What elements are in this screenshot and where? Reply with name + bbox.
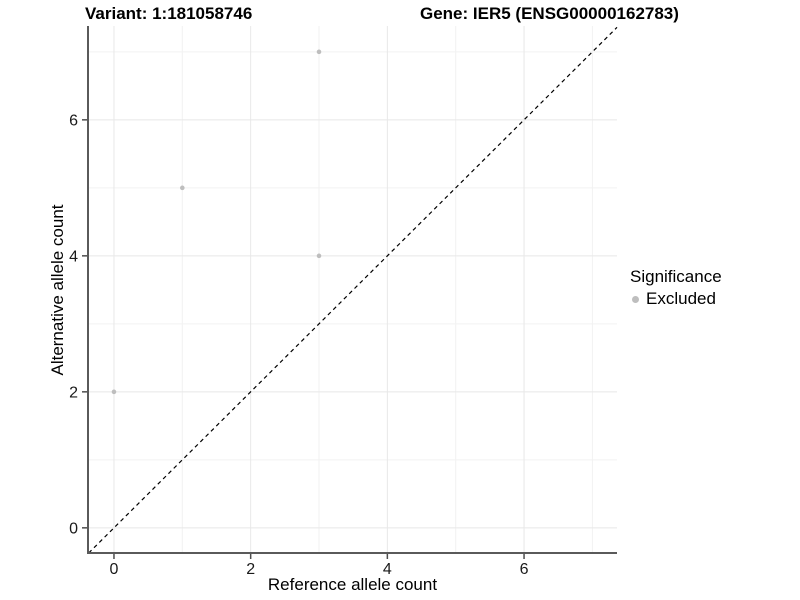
identity-reference-line <box>88 26 618 554</box>
data-point <box>316 49 322 55</box>
x-axis-title: Reference allele count <box>267 575 438 594</box>
data-point <box>180 185 185 191</box>
data-point <box>316 253 322 259</box>
variant-title: Variant: 1:181058746 <box>85 4 253 23</box>
data-point <box>111 389 117 395</box>
legend: Significance Excluded <box>630 267 722 309</box>
y-tick-label: 6 <box>69 112 78 129</box>
x-tick-label: 2 <box>246 561 255 578</box>
x-tick-label: 6 <box>520 561 529 578</box>
y-tick-label: 4 <box>69 248 78 265</box>
y-tick-label: 0 <box>69 520 78 537</box>
legend-title: Significance <box>630 267 722 286</box>
x-tick-label: 0 <box>110 561 119 578</box>
y-axis-title: Alternative allele count <box>48 204 67 376</box>
x-tick-label: 4 <box>383 561 392 578</box>
gene-title: Gene: IER5 (ENSG00000162783) <box>420 4 679 23</box>
y-tick-label: 2 <box>69 384 78 401</box>
legend-point-icon <box>632 295 639 303</box>
legend-item-excluded: Excluded <box>630 289 722 309</box>
legend-item-label: Excluded <box>646 289 716 308</box>
